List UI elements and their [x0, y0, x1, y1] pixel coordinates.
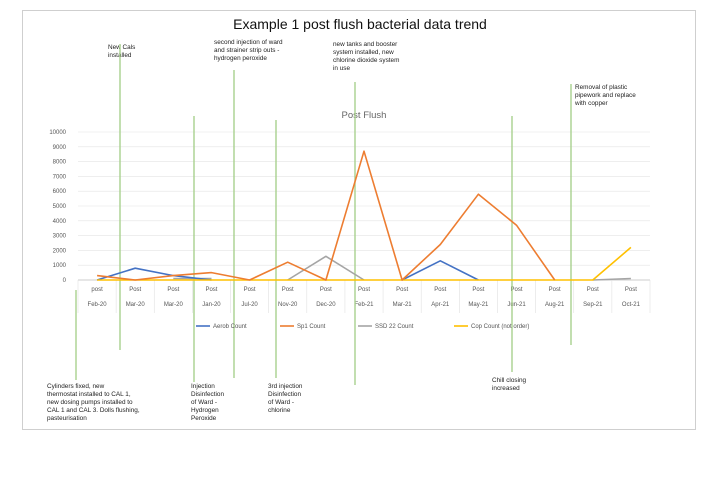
chart-frame: [22, 10, 696, 430]
chart-title: Post Flush: [342, 110, 387, 121]
x-tick-label: Post: [358, 287, 370, 293]
x-tick-label: Mar-21: [393, 302, 413, 308]
x-tick-label: Post: [129, 287, 141, 293]
x-tick-label: Jan-20: [202, 302, 221, 308]
x-tick-label: Post: [320, 287, 332, 293]
x-tick-label: Nov-20: [278, 302, 298, 308]
x-tick-label: Post: [472, 287, 484, 293]
x-tick-label: Post: [549, 287, 561, 293]
y-tick-label: 5000: [53, 204, 67, 210]
x-tick-label: Feb-20: [88, 302, 108, 308]
y-tick-label: 2000: [53, 248, 67, 254]
x-tick-label: Post: [167, 287, 179, 293]
x-tick-label: Post: [205, 287, 217, 293]
legend-label: Sp1 Count: [297, 324, 326, 330]
x-tick-label: post: [91, 287, 103, 293]
note-third-injection: 3rd injection Disinfection of Ward - chl…: [268, 383, 303, 414]
x-tick-label: Post: [434, 287, 446, 293]
note-injection-disinfection: Injection Disinfection of Ward - Hydroge…: [191, 383, 225, 422]
y-tick-label: 9000: [53, 145, 67, 151]
x-tick-label: Oct-21: [622, 302, 641, 308]
page-title: Example 1 post flush bacterial data tren…: [233, 16, 487, 32]
x-tick-label: Aug-21: [545, 302, 565, 308]
x-tick-label: Post: [511, 287, 523, 293]
note-second-injection: second injection of ward and strainer st…: [214, 39, 283, 62]
note-new-tanks: new tanks and booster system installed, …: [333, 41, 400, 72]
x-tick-label: Feb-21: [354, 302, 374, 308]
y-tick-label: 8000: [53, 160, 67, 166]
x-tick-label: Jul-20: [241, 302, 258, 308]
x-tick-label: Mar-20: [164, 302, 184, 308]
x-tick-label: Post: [244, 287, 256, 293]
series-line-sp1: [97, 150, 556, 281]
note-cylinders-fixed: Cylinders fixed, new thermostat installe…: [47, 383, 140, 422]
note-removal-plastic: Removal of plastic pipework and replace …: [575, 84, 636, 107]
x-tick-label: Jun-21: [507, 302, 526, 308]
legend-label: Aerob Count: [213, 324, 247, 330]
y-tick-label: 10000: [49, 130, 66, 136]
x-tick-label: Mar-20: [126, 302, 146, 308]
x-tick-label: Apr-21: [431, 302, 450, 308]
series-line-cop: [97, 246, 632, 281]
series-line-ss: [173, 255, 631, 281]
y-tick-label: 6000: [53, 189, 67, 195]
y-tick-label: 0: [63, 278, 67, 284]
legend-label: Cop Count (not order): [471, 324, 529, 330]
x-tick-label: Dec-20: [316, 302, 336, 308]
x-tick-label: Post: [282, 287, 294, 293]
y-tick-label: 3000: [53, 234, 67, 240]
y-tick-label: 7000: [53, 174, 67, 180]
y-tick-label: 1000: [53, 263, 67, 269]
legend-label: SSD 22 Count: [375, 324, 414, 330]
x-tick-label: Post: [625, 287, 637, 293]
note-chill-closing: Chill closing increased: [492, 377, 527, 392]
x-tick-label: Sep-21: [583, 302, 603, 308]
x-tick-label: Post: [396, 287, 408, 293]
y-tick-label: 4000: [53, 219, 67, 225]
x-tick-label: May-21: [468, 302, 489, 308]
x-tick-label: Post: [587, 287, 599, 293]
series-line-aero: [96, 260, 479, 281]
